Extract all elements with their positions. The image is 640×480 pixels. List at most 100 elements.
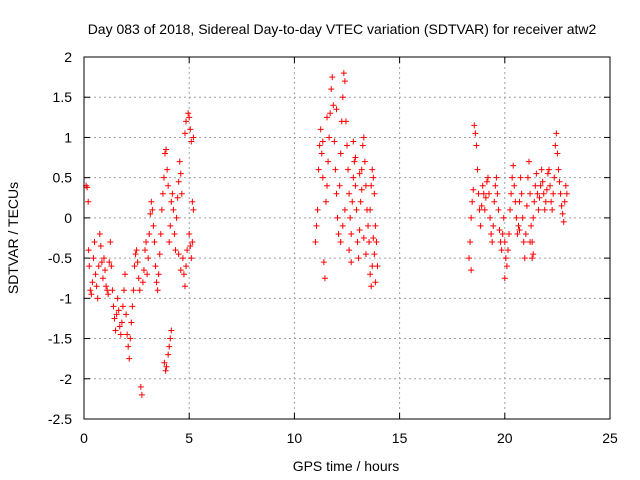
data-point [160, 174, 167, 181]
data-point [178, 190, 185, 197]
data-point [90, 255, 97, 262]
axis-ticks [83, 56, 611, 420]
data-point [519, 214, 526, 221]
data-point [163, 146, 170, 153]
data-point [480, 190, 487, 197]
data-point [149, 206, 156, 213]
data-point [489, 239, 496, 246]
data-point [142, 247, 149, 254]
data-point [346, 247, 353, 254]
data-point [159, 190, 166, 197]
data-point [103, 283, 110, 290]
data-point [166, 239, 173, 246]
data-point [535, 206, 542, 213]
data-point [166, 343, 173, 350]
data-point [333, 190, 340, 197]
data-point [339, 94, 346, 101]
data-point [507, 206, 514, 213]
data-point [137, 383, 144, 390]
data-point [109, 287, 116, 294]
data-point [370, 174, 377, 181]
data-point [320, 259, 327, 266]
data-point [183, 118, 190, 125]
data-point [153, 279, 160, 286]
data-point [533, 170, 540, 177]
data-point [506, 230, 513, 237]
x-tick-label: 15 [392, 430, 408, 446]
data-point [466, 255, 473, 262]
data-point [481, 206, 488, 213]
data-point [337, 150, 344, 157]
data-point [155, 271, 162, 278]
data-point [358, 186, 365, 193]
data-point [87, 287, 94, 294]
data-point [324, 182, 331, 189]
data-point [527, 239, 534, 246]
data-point [360, 134, 367, 141]
data-point [85, 247, 92, 254]
data-point [470, 186, 477, 193]
data-point [548, 198, 555, 205]
data-point [503, 263, 510, 270]
data-point [488, 230, 495, 237]
data-point [317, 126, 324, 133]
data-point [558, 202, 565, 209]
data-point [555, 166, 562, 173]
data-point [115, 307, 122, 314]
data-point [492, 182, 499, 189]
data-point [326, 134, 333, 141]
y-tick-label: 1 [64, 129, 72, 145]
plot-area-frame [83, 56, 611, 420]
data-point [157, 230, 164, 237]
data-point [473, 142, 480, 149]
data-point [154, 287, 161, 294]
data-point [366, 239, 373, 246]
data-point [122, 271, 129, 278]
data-point [89, 279, 96, 286]
data-point [531, 198, 538, 205]
data-point [355, 255, 362, 262]
data-point [184, 247, 191, 254]
data-point [318, 150, 325, 157]
data-point [328, 86, 335, 93]
x-axis-label: GPS time / hours [293, 458, 400, 474]
y-tick-label: -1 [60, 290, 73, 306]
data-point [316, 142, 323, 149]
data-point [372, 222, 379, 229]
data-point [534, 190, 541, 197]
data-point [471, 122, 478, 129]
data-point [360, 235, 367, 241]
data-point [186, 114, 193, 121]
data-point [132, 251, 139, 258]
data-point [561, 198, 568, 205]
data-point [176, 158, 183, 165]
data-point [140, 267, 147, 274]
data-point [125, 343, 132, 350]
data-point [181, 283, 188, 290]
data-point [332, 166, 339, 173]
data-point [369, 166, 376, 173]
data-point [175, 178, 182, 185]
data-point [500, 214, 507, 221]
data-point [345, 166, 352, 173]
data-point [356, 226, 363, 233]
data-point [161, 359, 168, 366]
data-point [545, 166, 552, 173]
data-point [173, 214, 180, 221]
data-point [331, 138, 338, 145]
data-point [513, 214, 520, 221]
data-point [131, 263, 138, 270]
data-point [168, 327, 175, 334]
data-point [560, 218, 567, 225]
data-point [340, 70, 347, 77]
data-point [479, 182, 486, 189]
data-point [327, 110, 334, 117]
x-tick-label: 0 [80, 430, 88, 446]
data-point [319, 138, 326, 145]
data-point [133, 247, 140, 254]
y-tick-label: 0 [64, 210, 72, 226]
data-point [167, 335, 174, 342]
data-point [110, 303, 117, 310]
data-point [164, 166, 171, 173]
